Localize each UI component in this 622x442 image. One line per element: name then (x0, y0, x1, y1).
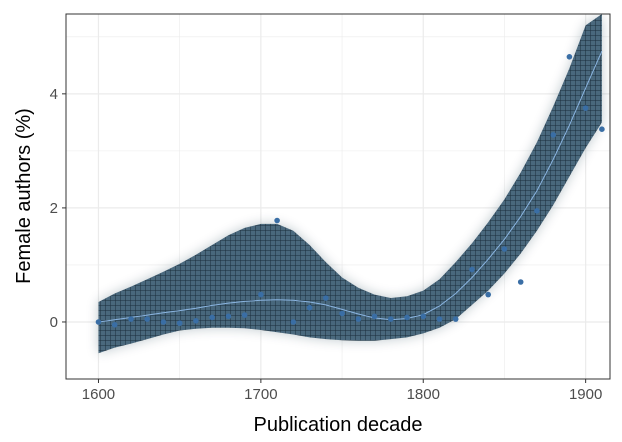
x-tick-label: 1700 (244, 386, 277, 403)
data-point (176, 320, 183, 326)
y-axis-ticks: 0 2 4 (50, 86, 66, 331)
data-point (469, 266, 475, 273)
y-axis-title: Female authors (%) (13, 108, 35, 284)
panel-border (65, 13, 611, 380)
x-tick-label: 1900 (569, 386, 602, 403)
data-point (404, 314, 410, 321)
data-point (599, 126, 605, 132)
data-point (160, 319, 167, 325)
y-tick-label: 2 (50, 200, 58, 217)
data-point (274, 217, 280, 224)
data-points (95, 54, 605, 328)
data-point (582, 105, 589, 111)
data-point (485, 291, 492, 298)
data-point (517, 279, 524, 285)
data-point (323, 295, 329, 301)
data-point (388, 316, 394, 322)
smooth-trend-line (98, 50, 603, 323)
data-point (306, 304, 313, 311)
data-point (371, 313, 378, 320)
x-axis-title: Publication decade (253, 414, 422, 436)
data-point (501, 246, 508, 252)
data-point (128, 316, 134, 322)
y-tick-label: 4 (50, 86, 58, 103)
data-point (534, 208, 540, 214)
data-point (566, 54, 573, 60)
confidence-band (98, 14, 602, 354)
data-point (144, 316, 150, 322)
data-point (209, 314, 215, 321)
data-point (290, 319, 297, 325)
data-point (355, 316, 362, 322)
data-point (420, 313, 427, 320)
x-axis-ticks: 1600 1700 1800 1900 (82, 379, 602, 403)
data-point (241, 312, 248, 318)
data-point (452, 316, 459, 322)
data-point (550, 132, 556, 138)
x-tick-label: 1600 (82, 386, 115, 403)
data-point (95, 319, 102, 325)
data-point (225, 313, 232, 320)
data-point (339, 310, 345, 317)
x-tick-label: 1800 (407, 386, 440, 403)
y-tick-label: 0 (50, 314, 58, 331)
data-point (436, 316, 443, 322)
data-point (111, 322, 118, 328)
data-point (258, 291, 264, 298)
data-point (193, 318, 199, 324)
